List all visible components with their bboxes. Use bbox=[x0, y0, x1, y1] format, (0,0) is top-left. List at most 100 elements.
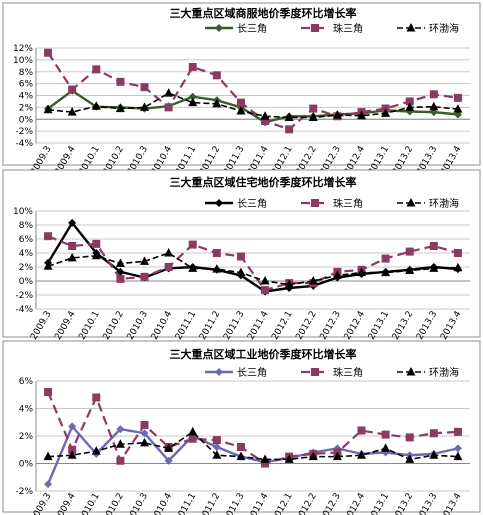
data-point bbox=[91, 446, 101, 455]
data-point bbox=[68, 85, 77, 94]
y-tick-label: 4% bbox=[19, 249, 34, 259]
data-point bbox=[67, 252, 77, 262]
data-point bbox=[381, 443, 391, 452]
data-point bbox=[309, 104, 318, 113]
data-point bbox=[188, 240, 197, 249]
data-point bbox=[357, 450, 366, 459]
data-point bbox=[91, 101, 101, 110]
data-point bbox=[381, 254, 390, 263]
data-point bbox=[236, 267, 246, 277]
data-point bbox=[405, 454, 415, 463]
residential-land-chart: 三大重点区域住宅地价季度环比增长率-4%-2%0%2%4%6%8%10%2009… bbox=[2, 169, 481, 342]
y-tick-label: 12% bbox=[13, 44, 33, 54]
y-tick-label: 10% bbox=[13, 56, 33, 66]
data-point bbox=[453, 249, 462, 257]
data-point bbox=[43, 261, 53, 270]
data-point bbox=[212, 71, 221, 80]
series-line bbox=[47, 92, 459, 119]
data-point bbox=[115, 258, 125, 267]
series-line bbox=[47, 52, 459, 131]
data-point bbox=[212, 249, 221, 257]
data-point bbox=[116, 456, 125, 465]
series-line bbox=[47, 89, 459, 124]
series-line bbox=[46, 425, 459, 485]
data-point bbox=[140, 421, 149, 429]
commercial-land-chart: 三大重点区域商服地价季度环比增长率-4%-2%0%2%4%6%8%10%12%2… bbox=[2, 2, 481, 177]
data-point bbox=[212, 443, 221, 451]
series-line bbox=[47, 391, 459, 465]
data-point bbox=[308, 112, 318, 121]
data-point bbox=[381, 108, 391, 117]
series-2 bbox=[44, 48, 462, 134]
data-point bbox=[43, 451, 53, 461]
data-point bbox=[91, 250, 101, 260]
data-point bbox=[44, 388, 53, 396]
data-point bbox=[67, 107, 77, 116]
y-tick-label: -4% bbox=[15, 305, 33, 315]
data-point bbox=[44, 232, 53, 241]
legend-label: 长三角 bbox=[237, 198, 267, 210]
legend-label: 长三角 bbox=[237, 367, 267, 379]
series-line bbox=[48, 431, 458, 461]
data-point bbox=[164, 456, 173, 465]
data-point bbox=[453, 262, 463, 272]
data-point bbox=[284, 112, 294, 121]
legend-label: 长三角 bbox=[237, 23, 267, 35]
data-point bbox=[308, 451, 318, 461]
legend-label: 环渤海 bbox=[429, 366, 459, 379]
data-point bbox=[140, 102, 149, 111]
legend-marker bbox=[215, 24, 223, 32]
series-3 bbox=[43, 426, 463, 463]
legend-marker bbox=[215, 199, 223, 207]
y-tick-label: 8% bbox=[19, 68, 34, 78]
chart-title: 三大重点区域商服地价季度环比增长率 bbox=[170, 6, 357, 20]
data-point bbox=[429, 101, 439, 111]
data-point bbox=[164, 443, 174, 452]
data-point bbox=[357, 110, 366, 120]
legend-marker bbox=[406, 367, 416, 376]
series-3 bbox=[43, 248, 463, 288]
y-tick-label: 10% bbox=[13, 207, 33, 217]
y-tick-label: 4% bbox=[19, 92, 34, 102]
data-point bbox=[140, 83, 149, 92]
data-point bbox=[115, 439, 125, 448]
data-point bbox=[164, 88, 174, 97]
data-point bbox=[188, 92, 197, 101]
legend-label: 环渤海 bbox=[429, 197, 459, 210]
data-point bbox=[236, 252, 245, 261]
legend-marker bbox=[406, 198, 416, 207]
data-point bbox=[453, 93, 462, 102]
data-point bbox=[429, 429, 438, 438]
data-point bbox=[332, 110, 342, 119]
data-point bbox=[140, 437, 149, 447]
data-point bbox=[308, 276, 318, 285]
legend: 长三角 珠三角 环渤海 bbox=[205, 197, 459, 210]
data-point bbox=[453, 427, 462, 436]
data-point bbox=[429, 242, 438, 250]
legend-marker bbox=[311, 24, 319, 32]
data-point bbox=[261, 117, 270, 126]
legend-label: 珠三角 bbox=[333, 366, 363, 379]
data-point bbox=[212, 98, 222, 108]
data-point bbox=[140, 272, 149, 281]
data-point bbox=[116, 425, 125, 434]
y-tick-label: 0% bbox=[19, 277, 34, 287]
data-point bbox=[453, 104, 463, 113]
legend-label: 环渤海 bbox=[429, 22, 459, 35]
y-tick-label: 4% bbox=[19, 405, 34, 415]
y-tick-label: 2% bbox=[19, 103, 34, 113]
legend-label: 珠三角 bbox=[333, 197, 363, 210]
chart-title: 三大重点区域住宅地价季度环比增长率 bbox=[170, 175, 357, 189]
data-point bbox=[164, 103, 173, 112]
data-point bbox=[405, 433, 414, 442]
y-tick-label: 8% bbox=[19, 221, 34, 231]
data-point bbox=[429, 450, 439, 459]
data-point bbox=[188, 63, 197, 71]
data-point bbox=[115, 103, 125, 113]
data-point bbox=[261, 286, 270, 295]
legend: 长三角 珠三角 环渤海 bbox=[205, 22, 459, 35]
legend-label: 珠三角 bbox=[333, 22, 363, 35]
data-point bbox=[212, 436, 221, 445]
y-tick-label: -2% bbox=[15, 127, 33, 137]
